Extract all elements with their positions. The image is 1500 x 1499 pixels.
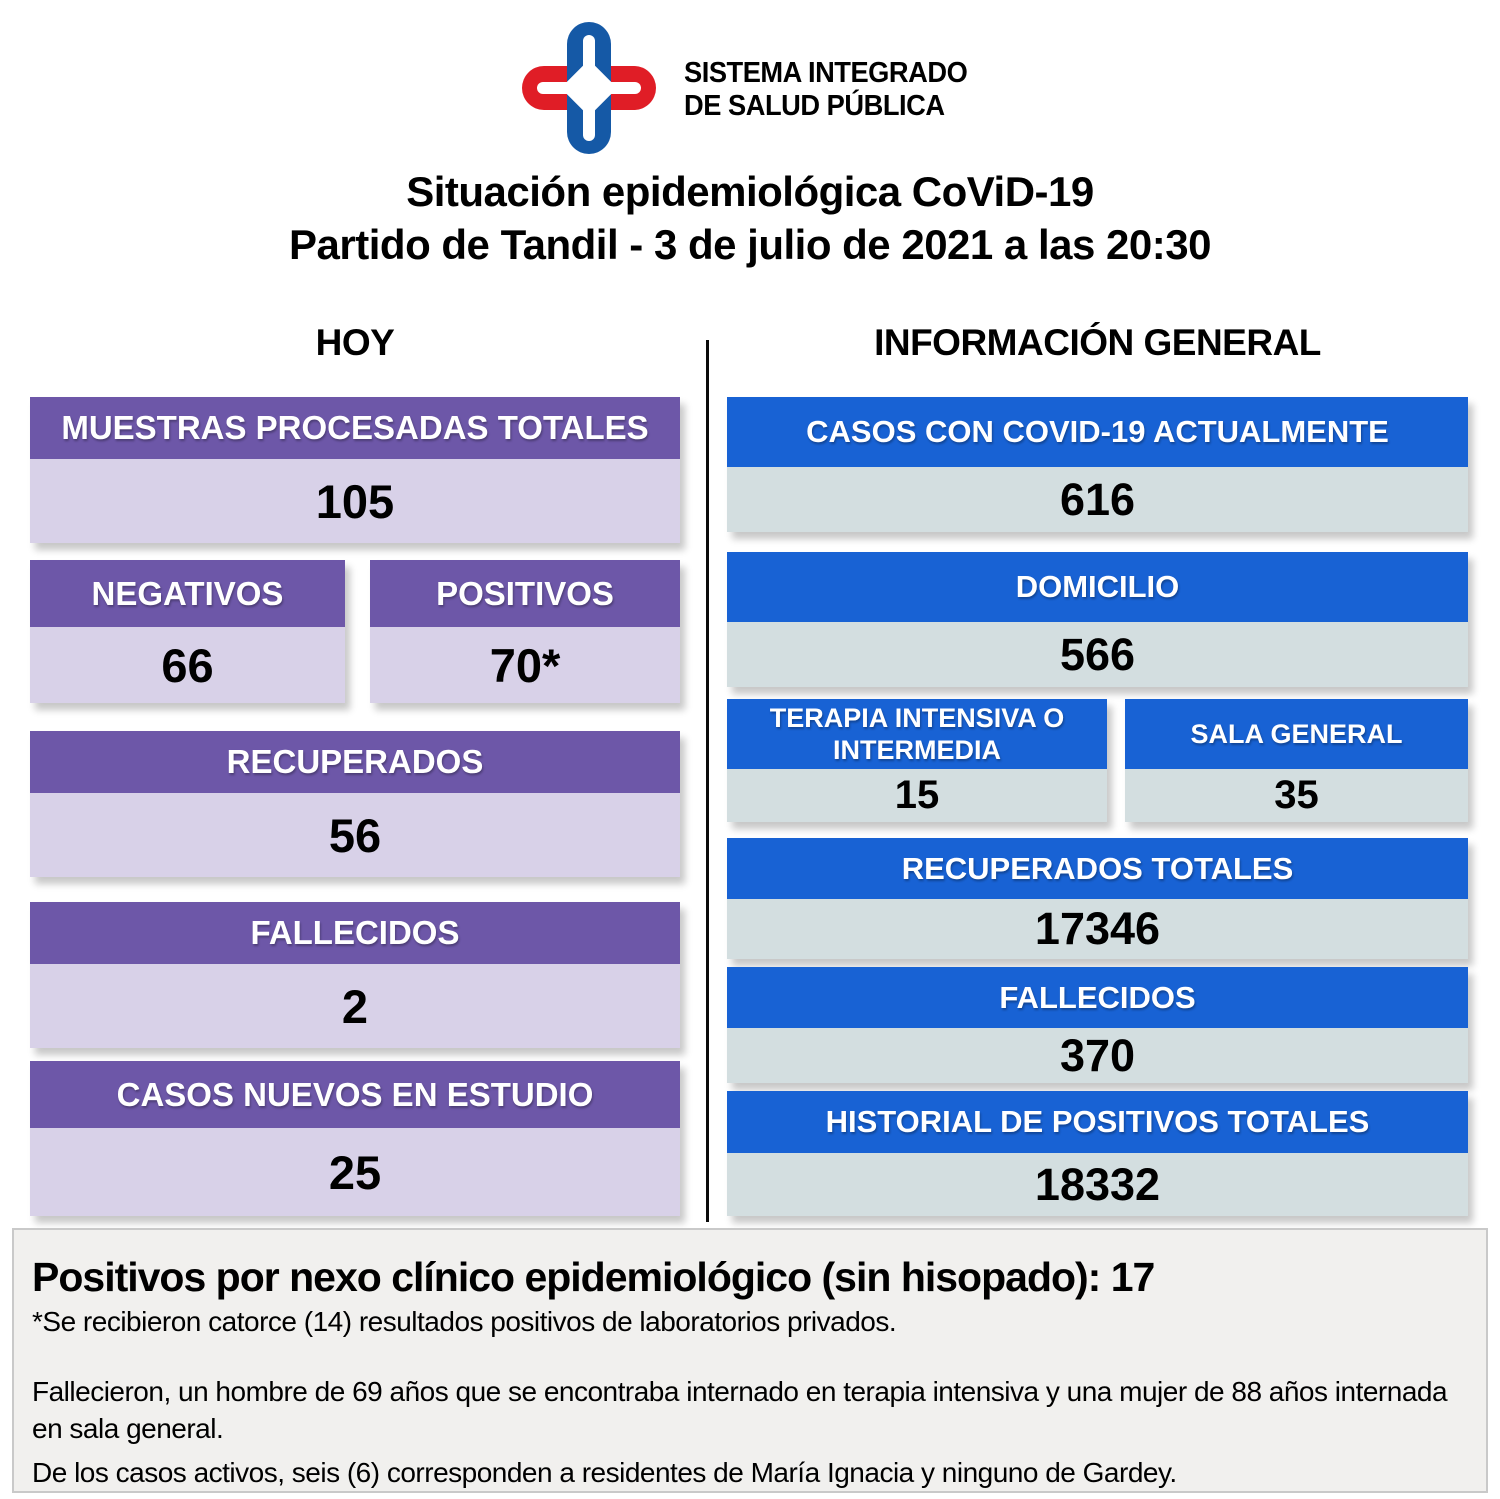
stat-label-domicilio: DOMICILIO xyxy=(727,552,1468,622)
footnote-headline: Positivos por nexo clínico epidemiológic… xyxy=(32,1254,1155,1300)
stat-card-positivos: POSITIVOS 70* xyxy=(370,560,680,703)
stat-card-fallecidos-totales: FALLECIDOS 370 xyxy=(727,967,1468,1083)
stat-card-recuperados-totales: RECUPERADOS TOTALES 17346 xyxy=(727,838,1468,959)
stat-label-casos-actuales: CASOS CON COVID-19 ACTUALMENTE xyxy=(727,397,1468,467)
stat-value-casos-nuevos: 25 xyxy=(30,1128,680,1216)
footnotes-panel: Positivos por nexo clínico epidemiológic… xyxy=(12,1228,1488,1493)
stat-value-casos-actuales: 616 xyxy=(727,467,1468,532)
brand-header: SISTEMA INTEGRADO DE SALUD PÚBLICA xyxy=(0,0,1500,160)
stat-label-recuperados-totales: RECUPERADOS TOTALES xyxy=(727,838,1468,899)
stat-value-positivos: 70* xyxy=(370,627,680,703)
today-section: HOY MUESTRAS PROCESADAS TOTALES 105 NEGA… xyxy=(30,322,680,1216)
stat-label-historial-positivos: HISTORIAL DE POSITIVOS TOTALES xyxy=(727,1091,1468,1153)
negativos-positivos-row: NEGATIVOS 66 POSITIVOS 70* xyxy=(30,560,680,703)
today-heading: HOY xyxy=(315,322,395,363)
stat-label-muestras: MUESTRAS PROCESADAS TOTALES xyxy=(30,397,680,459)
stat-card-casos-actuales: CASOS CON COVID-19 ACTUALMENTE 616 xyxy=(727,397,1468,532)
footnote-deaths: Fallecieron, un hombre de 69 años que se… xyxy=(32,1376,1448,1444)
stat-value-negativos: 66 xyxy=(30,627,345,703)
general-section: INFORMACIÓN GENERAL CASOS CON COVID-19 A… xyxy=(727,322,1468,1216)
stat-card-sala-general: SALA GENERAL 35 xyxy=(1125,699,1468,822)
stat-card-fallecidos-hoy: FALLECIDOS 2 xyxy=(30,902,680,1048)
stat-label-fallecidos-hoy: FALLECIDOS xyxy=(30,902,680,964)
stat-card-historial-positivos: HISTORIAL DE POSITIVOS TOTALES 18332 xyxy=(727,1091,1468,1216)
footnote-active-cases: De los casos activos, seis (6) correspon… xyxy=(32,1456,1177,1488)
stat-label-negativos: NEGATIVOS xyxy=(30,560,345,627)
stat-label-terapia-intensiva: TERAPIA INTENSIVA O INTERMEDIA xyxy=(727,699,1107,769)
stat-value-fallecidos-totales: 370 xyxy=(727,1028,1468,1083)
stat-card-terapia-intensiva: TERAPIA INTENSIVA O INTERMEDIA 15 xyxy=(727,699,1107,822)
stat-value-domicilio: 566 xyxy=(727,622,1468,687)
stat-card-muestras-procesadas: MUESTRAS PROCESADAS TOTALES 105 xyxy=(30,397,680,543)
page-title-line1: Situación epidemiológica CoViD-19 xyxy=(406,168,1094,215)
stat-label-fallecidos-totales: FALLECIDOS xyxy=(727,967,1468,1028)
stat-card-domicilio: DOMICILIO 566 xyxy=(727,552,1468,687)
stat-label-recuperados: RECUPERADOS xyxy=(30,731,680,793)
general-heading: INFORMACIÓN GENERAL xyxy=(874,322,1321,363)
stat-card-casos-nuevos: CASOS NUEVOS EN ESTUDIO 25 xyxy=(30,1061,680,1216)
stat-value-terapia-intensiva: 15 xyxy=(727,769,1107,822)
brand-name: SISTEMA INTEGRADO DE SALUD PÚBLICA xyxy=(684,56,968,124)
stat-value-historial-positivos: 18332 xyxy=(727,1153,1468,1216)
stat-label-casos-nuevos: CASOS NUEVOS EN ESTUDIO xyxy=(30,1061,680,1128)
stat-value-recuperados-totales: 17346 xyxy=(727,899,1468,959)
stat-card-negativos: NEGATIVOS 66 xyxy=(30,560,345,703)
sisp-logo-icon xyxy=(514,18,664,163)
stat-label-sala-general: SALA GENERAL xyxy=(1125,699,1468,769)
stat-value-muestras: 105 xyxy=(30,459,680,543)
stat-card-recuperados: RECUPERADOS 56 xyxy=(30,731,680,877)
brand-name-line2: DE SALUD PÚBLICA xyxy=(684,90,945,122)
stat-value-fallecidos-hoy: 2 xyxy=(30,964,680,1048)
brand-name-line1: SISTEMA INTEGRADO xyxy=(684,56,968,89)
stat-value-sala-general: 35 xyxy=(1125,769,1468,822)
footnote-private-labs: *Se recibieron catorce (14) resultados p… xyxy=(32,1306,897,1337)
hospitalization-row: TERAPIA INTENSIVA O INTERMEDIA 15 SALA G… xyxy=(727,699,1468,822)
stat-value-recuperados: 56 xyxy=(30,793,680,877)
page-title-line2: Partido de Tandil - 3 de julio de 2021 a… xyxy=(289,220,1211,268)
page-title: Situación epidemiológica CoViD-19 Partid… xyxy=(0,166,1500,271)
stat-label-positivos: POSITIVOS xyxy=(370,560,680,627)
column-divider xyxy=(706,340,709,1222)
